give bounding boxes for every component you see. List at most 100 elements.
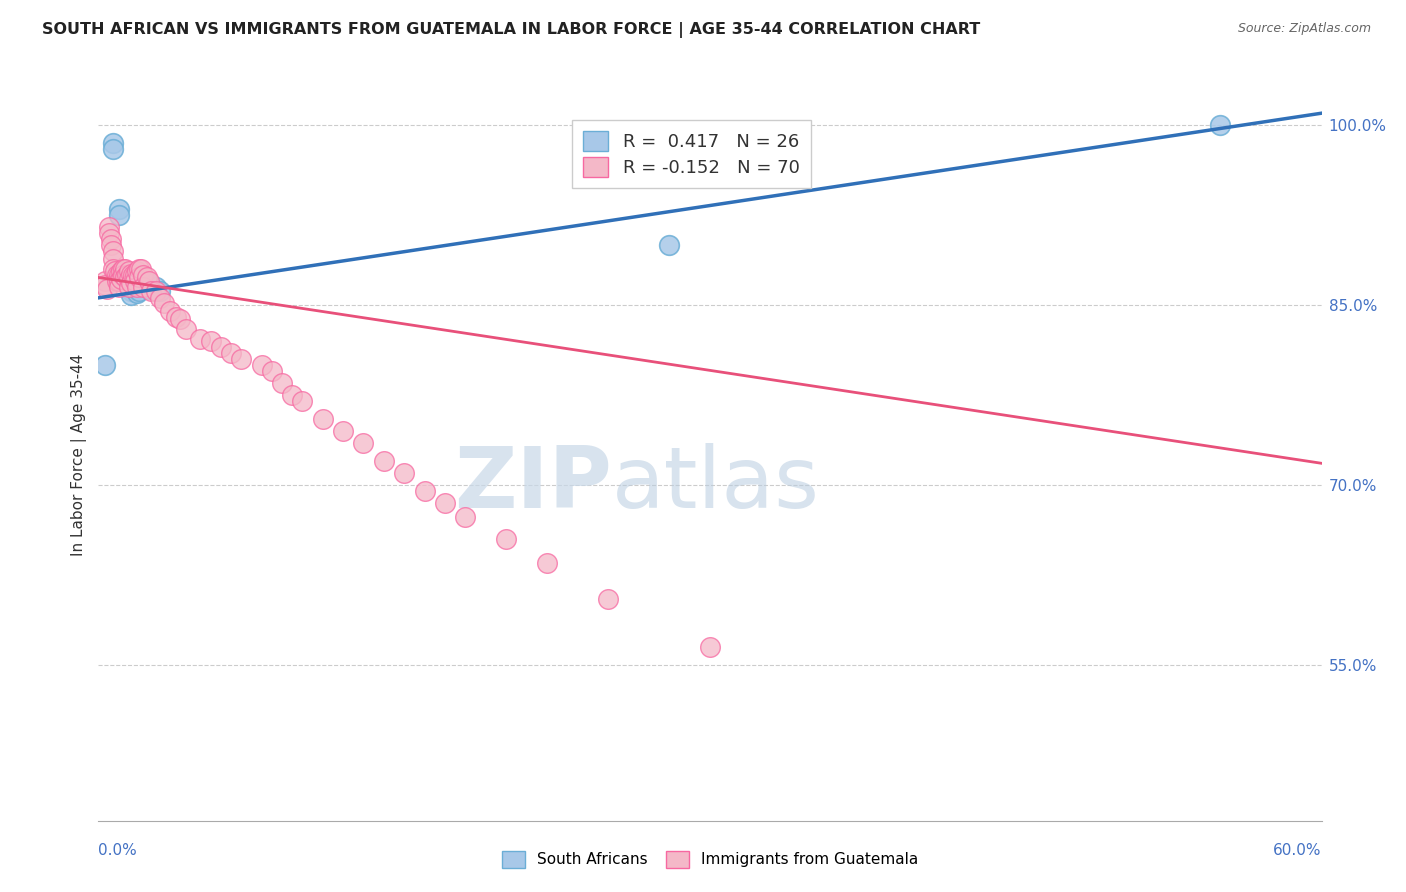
Point: [658, 238, 681, 252]
Point: [104, 264, 127, 278]
Point: [281, 388, 304, 402]
Point: [231, 351, 253, 366]
Point: [118, 277, 141, 292]
Point: [598, 591, 620, 606]
Point: [495, 532, 517, 546]
Point: [122, 268, 145, 282]
Point: [159, 304, 181, 318]
Point: [100, 238, 122, 252]
Point: [111, 274, 134, 288]
Text: 0.0%: 0.0%: [98, 843, 138, 858]
Point: [219, 346, 242, 360]
Point: [101, 262, 124, 277]
Point: [105, 268, 128, 282]
Point: [127, 286, 149, 301]
Point: [120, 277, 142, 291]
Point: [93, 274, 115, 288]
Point: [373, 454, 395, 468]
Point: [124, 282, 146, 296]
Point: [312, 412, 335, 426]
Point: [124, 274, 146, 288]
Point: [114, 262, 136, 277]
Point: [128, 262, 150, 277]
Point: [128, 270, 150, 285]
Point: [114, 274, 136, 288]
Text: SOUTH AFRICAN VS IMMIGRANTS FROM GUATEMALA IN LABOR FORCE | AGE 35-44 CORRELATIO: SOUTH AFRICAN VS IMMIGRANTS FROM GUATEMA…: [42, 22, 980, 38]
Point: [1209, 118, 1232, 132]
Point: [260, 364, 283, 378]
Point: [120, 280, 142, 294]
Point: [120, 288, 142, 302]
Y-axis label: In Labor Force | Age 35-44: In Labor Force | Age 35-44: [72, 354, 87, 556]
Point: [118, 280, 141, 294]
Point: [188, 332, 212, 346]
Point: [138, 277, 160, 291]
Point: [270, 376, 294, 390]
Text: atlas: atlas: [612, 442, 820, 525]
Point: [127, 264, 149, 278]
Point: [108, 274, 131, 288]
Point: [110, 264, 132, 278]
Point: [96, 282, 118, 296]
Point: [127, 280, 149, 294]
Point: [101, 142, 124, 156]
Point: [128, 284, 150, 298]
Point: [122, 274, 145, 288]
Text: Source: ZipAtlas.com: Source: ZipAtlas.com: [1237, 22, 1371, 36]
Point: [136, 270, 159, 285]
Point: [413, 483, 436, 498]
Point: [101, 244, 124, 258]
Point: [115, 268, 138, 282]
Point: [108, 202, 131, 216]
Point: [138, 274, 160, 288]
Point: [101, 136, 124, 150]
Point: [120, 267, 142, 281]
Legend: South Africans, Immigrants from Guatemala: South Africans, Immigrants from Guatemal…: [494, 843, 927, 875]
Point: [174, 322, 197, 336]
Point: [699, 640, 721, 654]
Point: [141, 284, 163, 298]
Text: ZIP: ZIP: [454, 442, 612, 525]
Point: [93, 277, 115, 292]
Point: [129, 262, 152, 277]
Point: [169, 312, 191, 326]
Point: [97, 220, 120, 235]
Point: [108, 208, 131, 222]
Point: [124, 277, 146, 291]
Point: [118, 264, 141, 278]
Point: [149, 284, 172, 298]
Point: [152, 295, 174, 310]
Point: [118, 274, 141, 288]
Point: [291, 394, 314, 409]
Point: [165, 310, 187, 324]
Point: [100, 232, 122, 246]
Point: [454, 510, 477, 524]
Point: [149, 291, 172, 305]
Text: 60.0%: 60.0%: [1274, 843, 1322, 858]
Point: [101, 252, 124, 267]
Point: [132, 271, 155, 285]
Point: [209, 340, 232, 354]
Point: [132, 280, 155, 294]
Point: [118, 271, 141, 285]
Point: [93, 358, 115, 372]
Point: [105, 274, 128, 288]
Point: [97, 226, 120, 240]
Point: [200, 334, 222, 348]
Point: [111, 262, 134, 277]
Point: [108, 280, 131, 294]
Point: [108, 268, 131, 282]
Point: [110, 271, 132, 285]
Point: [145, 280, 167, 294]
Point: [134, 274, 156, 288]
Point: [124, 268, 146, 282]
Point: [250, 358, 273, 372]
Point: [145, 284, 167, 298]
Point: [392, 466, 416, 480]
Point: [120, 284, 142, 298]
Point: [434, 496, 457, 510]
Point: [138, 282, 160, 296]
Point: [332, 424, 354, 438]
Point: [536, 556, 558, 570]
Point: [352, 436, 374, 450]
